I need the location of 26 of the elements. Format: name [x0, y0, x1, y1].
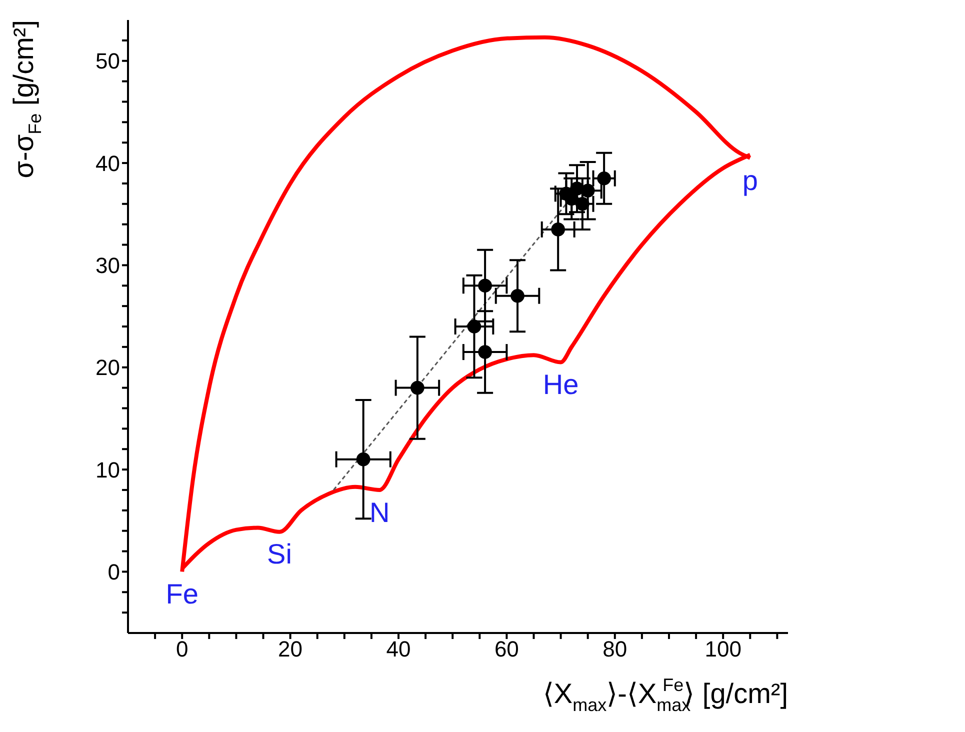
annotation: Si [267, 538, 292, 570]
x-tick-label: 60 [494, 636, 519, 662]
annotation: He [542, 369, 579, 400]
point [478, 345, 492, 359]
y-tick-label: 10 [96, 457, 120, 482]
x-tick-label: 80 [602, 636, 628, 662]
x-tick-label: 20 [278, 636, 303, 662]
point [478, 278, 492, 293]
point [356, 452, 370, 466]
x-tick-label: 0 [176, 636, 188, 662]
annotation: Fe [166, 578, 198, 610]
point [576, 197, 590, 211]
x-tick-label: 100 [704, 636, 742, 662]
y-tick-label: 20 [96, 355, 120, 380]
point [551, 222, 565, 236]
y-tick-label: 0 [108, 560, 120, 585]
annotation: N [369, 496, 390, 528]
point [467, 320, 482, 334]
x-tick-label: 40 [386, 636, 411, 662]
y-tick-label: 50 [96, 48, 120, 74]
y-tick-label: 40 [96, 150, 120, 176]
point [410, 380, 424, 395]
point [510, 288, 524, 303]
y-tick-label: 30 [96, 253, 120, 278]
point [597, 171, 611, 186]
annotation: p [742, 164, 758, 196]
